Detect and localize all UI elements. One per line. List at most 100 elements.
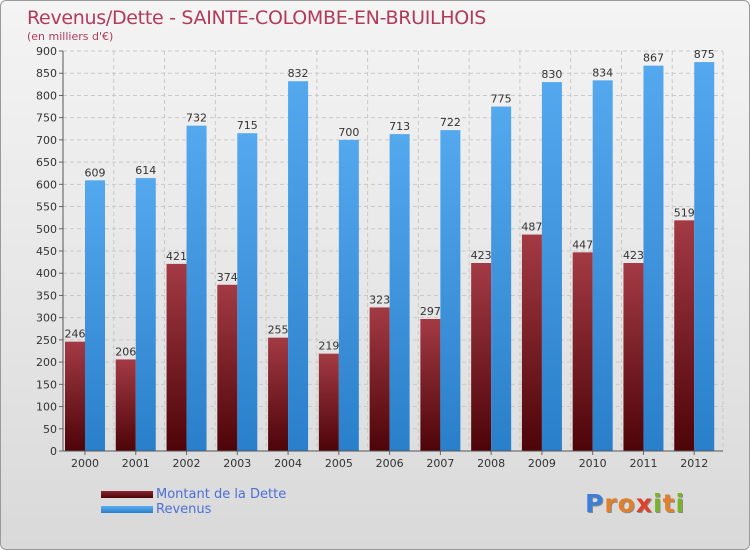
y-tick-label: 550 [36, 201, 57, 214]
legend-label-revenus: Revenus [156, 502, 212, 517]
bar-revenus [541, 82, 562, 451]
data-label-revenus: 609 [85, 166, 106, 179]
x-tick-label: 2007 [426, 457, 454, 470]
data-label-revenus: 713 [389, 120, 410, 133]
x-tick-label: 2006 [376, 457, 404, 470]
logo-letter: o [617, 489, 636, 518]
chart-title: Revenus/Dette - SAINTE-COLOMBE-EN-BRUILH… [27, 7, 487, 29]
logo-letter: i [653, 489, 663, 518]
bar-dette [268, 337, 289, 451]
bar-dette [65, 341, 85, 451]
data-label-dette: 246 [65, 328, 86, 341]
y-tick-label: 50 [43, 423, 57, 436]
logo-letter: t [662, 489, 676, 518]
legend-label-dette: Montant de la Dette [156, 487, 287, 502]
proxiti-logo: Proxiti [585, 489, 685, 518]
bar-dette [674, 220, 695, 451]
data-label-dette: 423 [623, 249, 644, 262]
logo-letter: r [604, 489, 618, 518]
x-tick-label: 2005 [325, 457, 353, 470]
data-label-revenus: 614 [135, 164, 156, 177]
bar-revenus [440, 130, 461, 451]
bar-revenus [288, 81, 309, 451]
data-label-revenus: 775 [491, 93, 512, 106]
bar-dette [572, 252, 593, 451]
y-tick-label: 700 [36, 134, 57, 147]
data-label-revenus: 832 [288, 67, 309, 80]
bar-dette [217, 284, 238, 451]
legend-swatch-dette [101, 491, 153, 498]
bar-dette [318, 353, 339, 451]
bar-dette [471, 263, 492, 451]
bar-dette [623, 263, 644, 451]
x-tick-label: 2008 [477, 457, 505, 470]
x-tick-label: 2003 [223, 457, 251, 470]
bar-revenus [694, 62, 715, 451]
x-tick-label: 2001 [122, 457, 150, 470]
y-tick-label: 850 [36, 67, 57, 80]
chart-subtitle: (en milliers d'€) [27, 30, 114, 43]
logo-letter: i [675, 489, 686, 518]
x-tick-label: 2000 [71, 457, 99, 470]
data-label-revenus: 830 [541, 68, 562, 81]
data-label-dette: 297 [420, 305, 441, 318]
x-tick-label: 2010 [579, 457, 607, 470]
bar-revenus [338, 139, 359, 451]
data-label-revenus: 867 [643, 52, 664, 65]
data-label-dette: 255 [268, 324, 289, 337]
data-label-revenus: 700 [338, 126, 359, 139]
data-label-dette: 374 [217, 271, 238, 284]
y-tick-label: 250 [36, 334, 57, 347]
data-label-revenus: 715 [237, 119, 258, 132]
bar-dette [521, 234, 542, 451]
data-label-dette: 206 [115, 345, 136, 358]
y-tick-label: 500 [36, 223, 57, 236]
data-label-revenus: 732 [186, 112, 207, 125]
legend-swatch-revenus [101, 506, 153, 513]
bar-dette [115, 359, 136, 451]
data-label-revenus: 834 [592, 66, 613, 79]
bar-revenus [592, 80, 613, 451]
y-tick-label: 300 [36, 312, 57, 325]
data-label-dette: 519 [674, 206, 695, 219]
data-label-dette: 323 [369, 293, 390, 306]
data-label-revenus: 875 [694, 48, 715, 61]
y-tick-label: 800 [36, 89, 57, 102]
y-tick-label: 450 [36, 245, 57, 258]
logo-letter: x [635, 489, 653, 518]
y-tick-label: 600 [36, 178, 57, 191]
data-label-dette: 487 [521, 221, 542, 234]
x-tick-label: 2002 [173, 457, 201, 470]
y-tick-label: 200 [36, 356, 57, 369]
bar-dette [369, 307, 390, 451]
y-tick-label: 350 [36, 289, 57, 302]
y-tick-label: 650 [36, 156, 57, 169]
data-label-dette: 447 [572, 238, 593, 251]
y-tick-label: 400 [36, 267, 57, 280]
bar-revenus [491, 106, 512, 452]
data-label-dette: 421 [166, 250, 187, 263]
logo-letter: P [585, 489, 605, 518]
bar-revenus [85, 180, 105, 452]
bar-revenus [643, 65, 664, 452]
x-tick-label: 2004 [274, 457, 302, 470]
bar-revenus [186, 125, 207, 452]
x-tick-label: 2012 [680, 457, 708, 470]
data-label-dette: 423 [471, 249, 492, 262]
x-tick-label: 2009 [528, 457, 556, 470]
bar-revenus [389, 134, 410, 451]
bar-revenus [237, 133, 258, 451]
y-tick-label: 100 [36, 401, 57, 414]
bar-dette [166, 263, 187, 451]
data-label-revenus: 722 [440, 116, 461, 129]
bar-revenus [135, 178, 156, 451]
data-label-dette: 219 [318, 340, 339, 353]
y-tick-label: 750 [36, 112, 57, 125]
bar-dette [420, 319, 441, 451]
y-tick-label: 150 [36, 378, 57, 391]
y-tick-label: 900 [36, 45, 57, 58]
y-tick-label: 0 [50, 445, 57, 458]
x-tick-label: 2011 [629, 457, 657, 470]
